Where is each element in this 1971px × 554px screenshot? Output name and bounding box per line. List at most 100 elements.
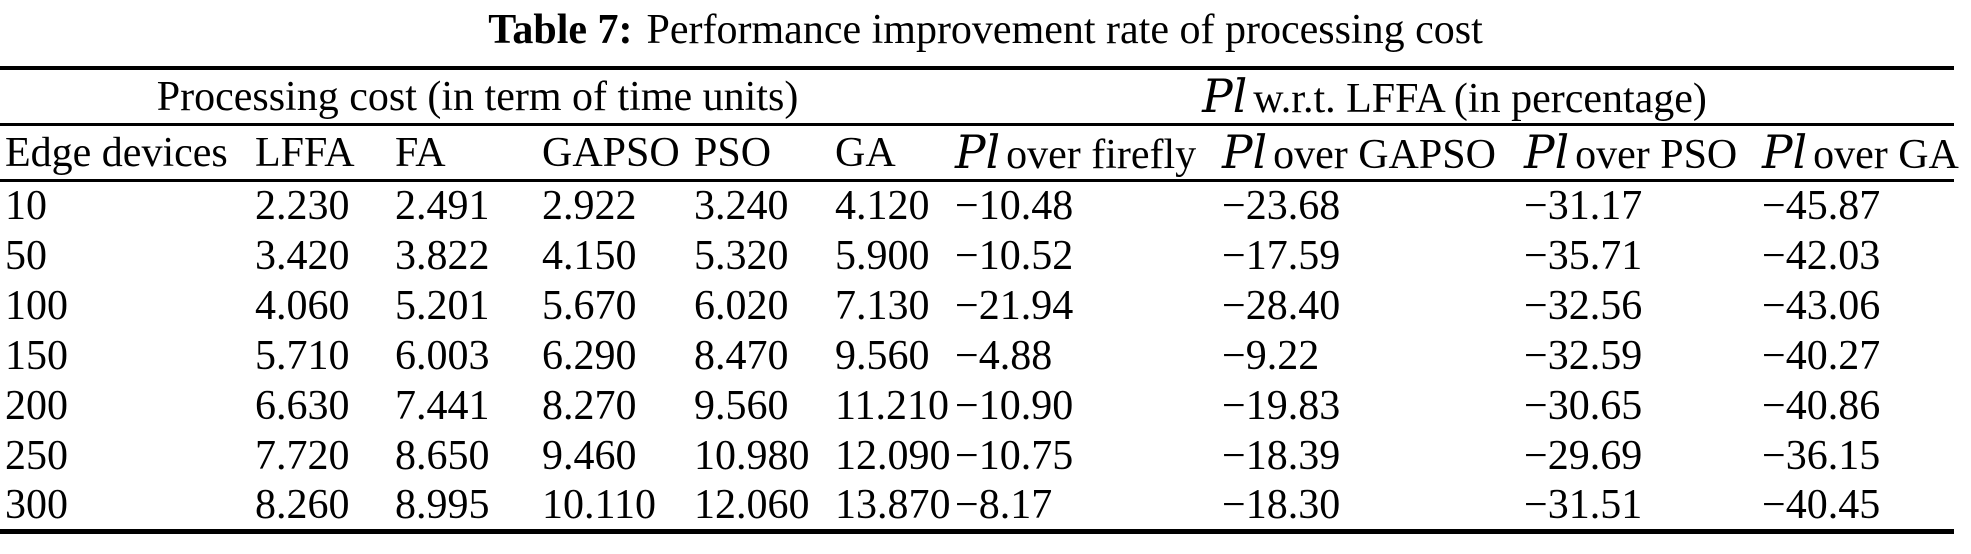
table-cell: −43.06 xyxy=(1762,282,1881,329)
col-header-fa-label: FA xyxy=(395,129,446,176)
table-cell: 6.003 xyxy=(395,332,490,379)
table-cell: 8.470 xyxy=(694,332,789,379)
paper-table-figure: Table 7: Performance improvement rate of … xyxy=(0,7,1959,534)
table-body: 10 2.230 2.491 2.922 3.240 4.120 −10.48 −23.68−… xyxy=(0,181,1955,534)
col-header-edge-devices: Edge devices xyxy=(0,124,255,182)
row-header-edge-devices: 10 xyxy=(5,183,47,230)
results-table: Processing cost (in term of time units) … xyxy=(0,66,1959,534)
row-header-edge-devices: 150 xyxy=(5,332,68,379)
table-cell: 5.201 xyxy=(395,282,490,329)
col-header-pl-over-gapso-label: over GAPSO xyxy=(1273,132,1496,178)
col-header-pso: PSO xyxy=(694,124,835,182)
col-header-lffa-label: LFFA xyxy=(255,129,355,176)
table-cell: −42.03 xyxy=(1762,232,1881,279)
table-cell: 5.710 xyxy=(255,332,350,379)
table-cell: −10.75 xyxy=(955,432,1074,479)
row-header-edge-devices: 250 xyxy=(5,432,68,479)
table-row: 50 3.420 3.822 4.150 5.320 5.900 −10.52 −17.59 −… xyxy=(0,231,1954,281)
pl-symbol: Pl xyxy=(1202,70,1248,123)
table-cell: −9.22 xyxy=(1222,332,1320,379)
table-cell: 3.420 xyxy=(255,232,350,279)
table-cell: −35.71 xyxy=(1524,232,1643,279)
table-cell: 8.260 xyxy=(255,480,395,534)
col-header-fa: FA xyxy=(395,124,542,182)
table-cell: 7.720 xyxy=(255,432,350,479)
table-cell: −8.17 xyxy=(955,480,1223,534)
table-caption-label: Table 7: xyxy=(488,7,633,53)
table-cell: 4.120 xyxy=(835,183,930,230)
table-cell: 10.980 xyxy=(694,432,810,479)
row-header-edge-devices: 100 xyxy=(5,282,68,329)
table-cell: 8.270 xyxy=(542,382,637,429)
table-cell: −28.40 xyxy=(1222,282,1341,329)
row-header-edge-devices: 300 xyxy=(0,480,255,534)
table-row: 200 6.630 7.441 8.270 9.560 11.210 −10.90 −19.8… xyxy=(0,381,1954,431)
row-header-edge-devices: 200 xyxy=(5,382,68,429)
table-cell: −31.51 xyxy=(1524,480,1763,534)
col-header-gapso-label: GAPSO xyxy=(542,129,680,176)
col-header-pl-over-ga-label: over GA xyxy=(1813,132,1959,178)
table-cell: −36.15 xyxy=(1762,432,1881,479)
table-cell: 7.130 xyxy=(835,282,930,329)
column-header-row: Edge devices LFFA FA GAPSO PSO GA Pl over… xyxy=(0,124,1959,182)
table-row: 250 7.720 8.650 9.460 10.980 12.090 −10.75 −18.… xyxy=(0,431,1954,481)
table-cell: −31.17 xyxy=(1524,183,1643,230)
table-cell: −30.65 xyxy=(1524,382,1643,429)
table-cell: −32.59 xyxy=(1524,332,1643,379)
table-cell: −4.88 xyxy=(955,332,1053,379)
table-row: 100 4.060 5.201 5.670 6.020 7.130 −21.94 −28.40… xyxy=(0,281,1954,331)
table-cell: 9.560 xyxy=(835,332,930,379)
group-header-processing-cost: Processing cost (in term of time units) xyxy=(0,66,956,126)
table-cell: −40.45 xyxy=(1762,480,1955,534)
table-cell: 13.870 xyxy=(835,480,956,534)
col-header-pso-label: PSO xyxy=(694,129,772,176)
table-cell: 11.210 xyxy=(835,382,949,429)
table-cell: −18.39 xyxy=(1222,432,1341,479)
col-header-pl-over-pso-label: over PSO xyxy=(1575,132,1738,178)
table-cell: −10.52 xyxy=(955,232,1074,279)
table-cell: 6.020 xyxy=(694,282,789,329)
col-header-ga-label: GA xyxy=(835,129,896,176)
row-header-edge-devices: 50 xyxy=(5,232,47,279)
table-cell: 7.441 xyxy=(395,382,490,429)
pl-symbol: Pl xyxy=(1762,126,1808,179)
table-cell: 4.060 xyxy=(255,282,350,329)
table-cell: 5.900 xyxy=(835,232,930,279)
table-row: 10 2.230 2.491 2.922 3.240 4.120 −10.48 −23.68 −… xyxy=(0,181,1954,231)
table-cell: 5.670 xyxy=(542,282,637,329)
table-cell: 2.491 xyxy=(395,183,490,230)
table-cell: −32.56 xyxy=(1524,282,1643,329)
col-header-gapso: GAPSO xyxy=(542,124,694,182)
table-cell: 2.922 xyxy=(542,183,637,230)
table-cell: 5.320 xyxy=(694,232,789,279)
table-cell: −10.48 xyxy=(955,183,1074,230)
col-header-pl-over-firefly: Pl over firefly xyxy=(955,124,1223,182)
table-cell: 8.995 xyxy=(395,480,542,534)
table-caption-text: Performance improvement rate of processi… xyxy=(646,7,1483,53)
table-cell: 9.560 xyxy=(694,382,789,429)
table-cell: 6.630 xyxy=(255,382,350,429)
col-header-pl-over-firefly-label: over firefly xyxy=(1006,132,1197,178)
col-header-pl-over-ga: Pl over GA xyxy=(1762,124,1959,182)
col-header-lffa: LFFA xyxy=(255,124,395,182)
table-cell: −40.86 xyxy=(1762,382,1881,429)
group-header-processing-cost-label: Processing cost (in term of time units) xyxy=(156,73,799,120)
table-cell: 3.240 xyxy=(694,183,789,230)
table-cell: −10.90 xyxy=(955,382,1074,429)
pl-symbol: Pl xyxy=(1222,126,1268,179)
table-cell: 4.150 xyxy=(542,232,637,279)
pl-symbol: Pl xyxy=(1524,126,1570,179)
col-header-pl-over-pso: Pl over PSO xyxy=(1524,124,1763,182)
table-cell: −19.83 xyxy=(1222,382,1341,429)
group-header-pl-wrt-lffa-label: w.r.t. LFFA (in percentage) xyxy=(1253,76,1707,122)
table-cell: 3.822 xyxy=(395,232,490,279)
table-cell: −18.30 xyxy=(1222,480,1525,534)
table-cell: 12.090 xyxy=(835,432,951,479)
table-cell: 2.230 xyxy=(255,183,350,230)
table-cell: −29.69 xyxy=(1524,432,1643,479)
col-header-ga: GA xyxy=(835,124,956,182)
table-row: 150 5.710 6.003 6.290 8.470 9.560 −4.88 −9.22 −3… xyxy=(0,331,1954,381)
table-cell: −40.27 xyxy=(1762,332,1881,379)
table-row: 300 8.260 8.995 10.110 12.060 13.870 −8.17 −18.… xyxy=(0,480,1955,534)
table-cell: −17.59 xyxy=(1222,232,1341,279)
